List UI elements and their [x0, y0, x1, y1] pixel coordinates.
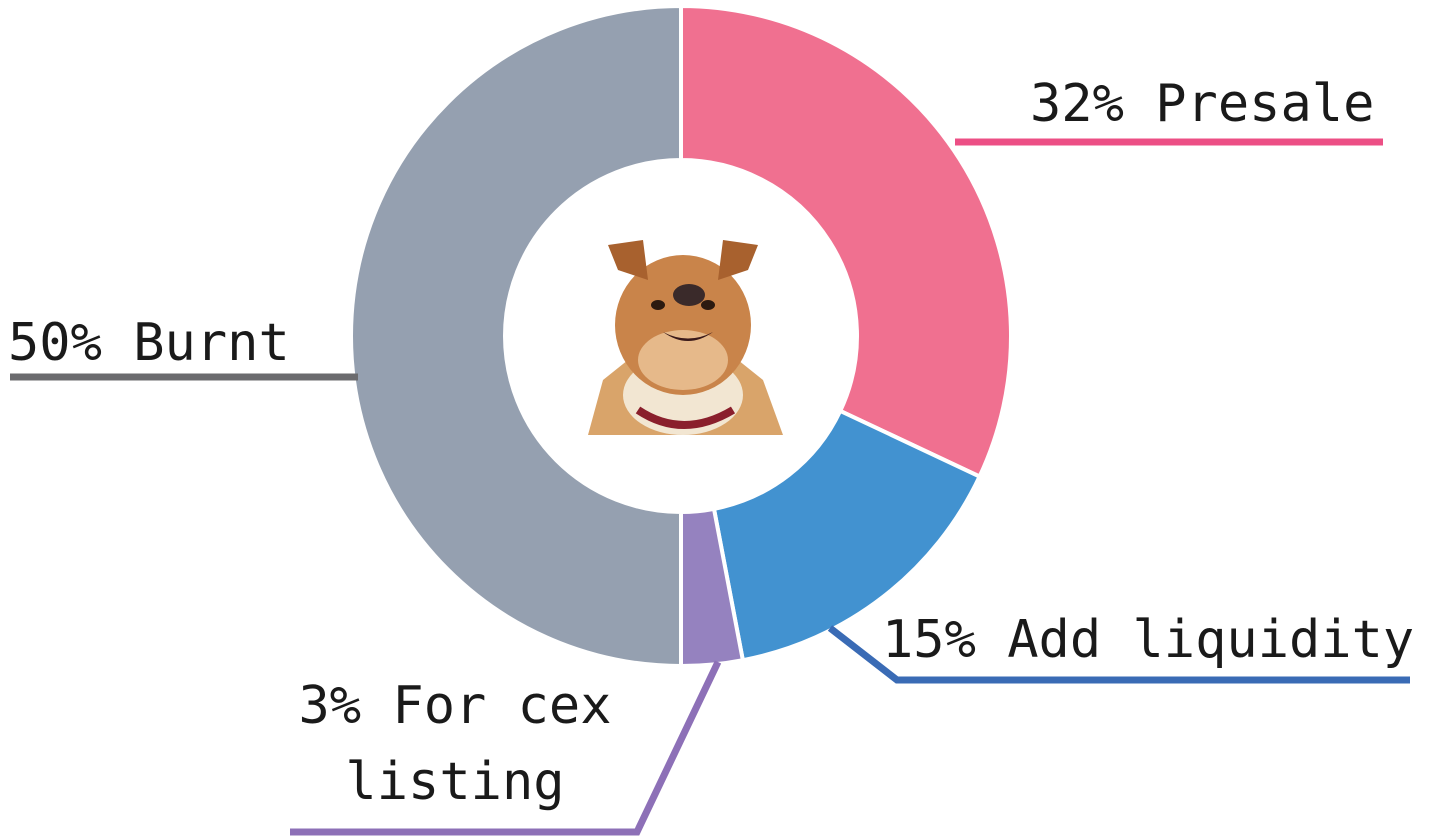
slice-label: 15% Add liquidity	[882, 602, 1414, 678]
category-label: Presale	[1155, 74, 1374, 134]
category-label: For cex listing	[345, 676, 611, 812]
category-label: Add liquidity	[1007, 610, 1414, 670]
category-label: Burnt	[133, 313, 290, 373]
value-label: 3%	[298, 676, 361, 736]
slice-label: 50% Burnt	[8, 305, 290, 381]
page: 32% Presale 15% Add liquidity 3% For cex…	[0, 0, 1442, 838]
value-label: 15%	[882, 610, 976, 670]
value-label: 32%	[1030, 74, 1124, 134]
leader-lines	[10, 142, 1410, 832]
slice-label: 3% For cex listing	[275, 668, 635, 820]
slice-label: 32% Presale	[1030, 66, 1374, 142]
value-label: 50%	[8, 313, 102, 373]
dog-logo	[588, 240, 783, 435]
